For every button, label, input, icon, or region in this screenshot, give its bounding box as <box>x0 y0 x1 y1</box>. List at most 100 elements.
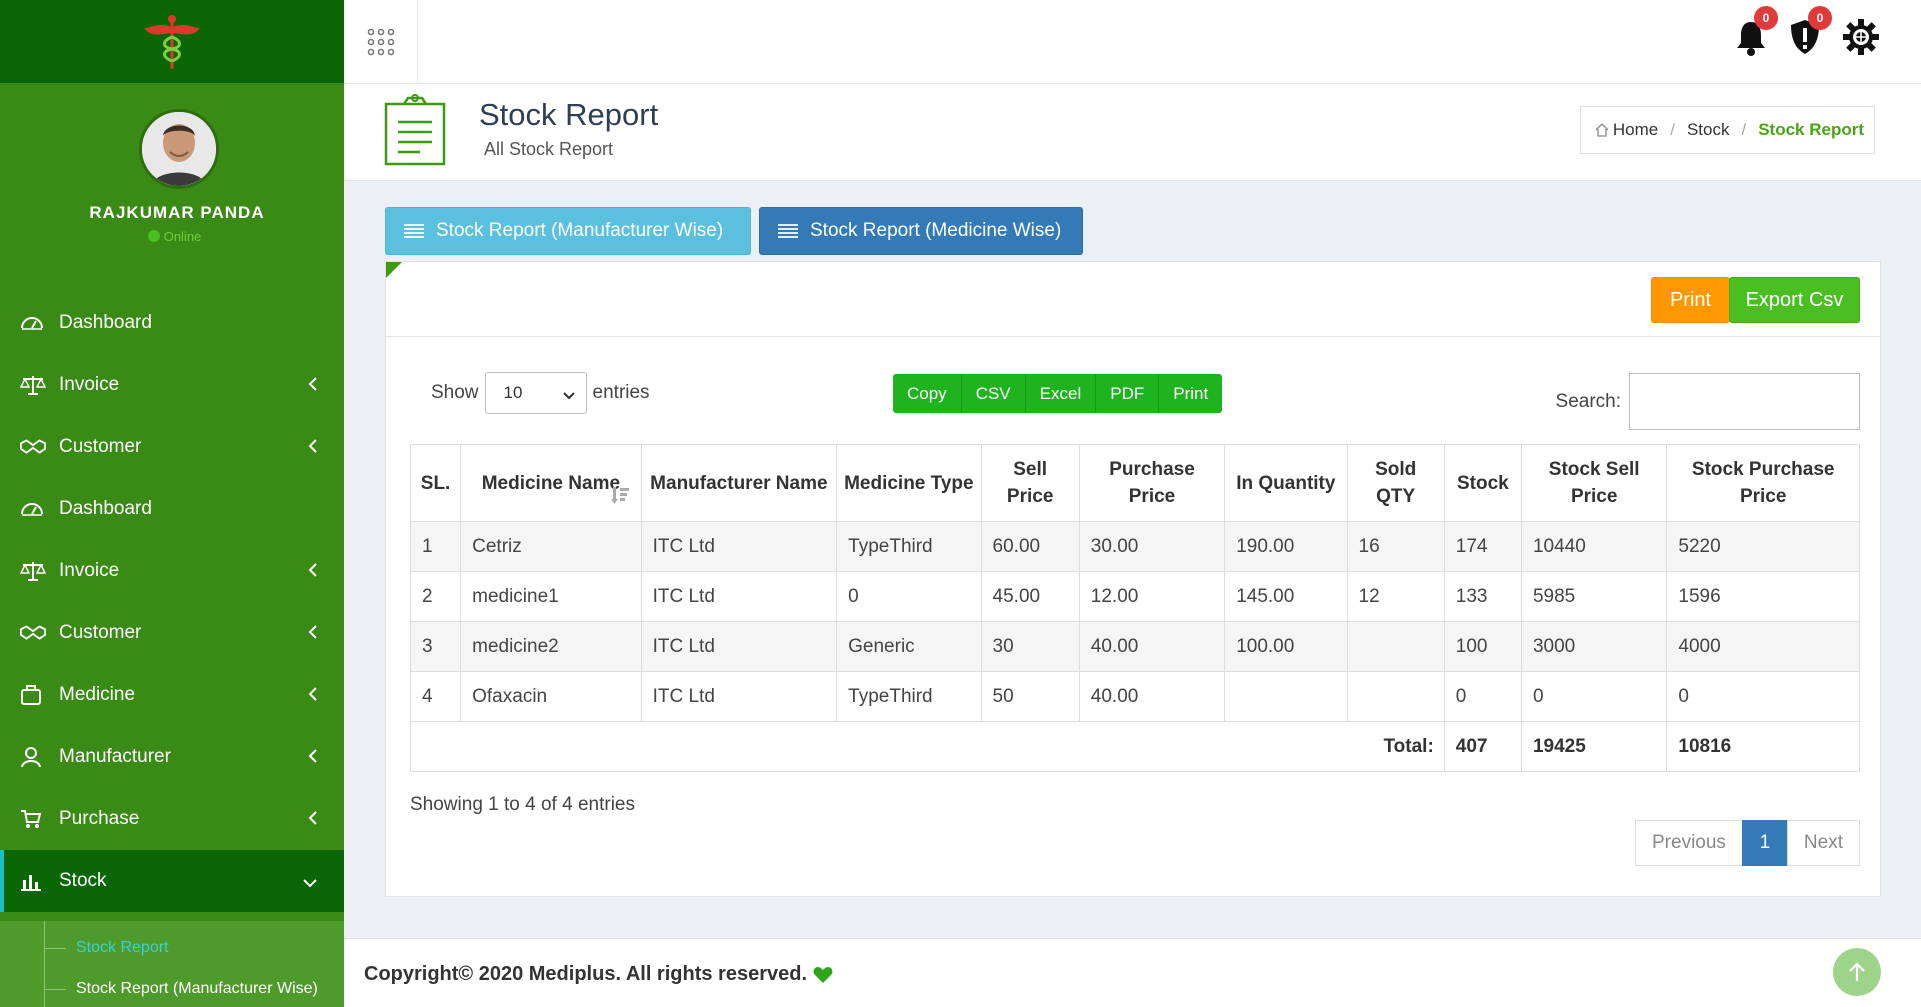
sidebar-item-manufacturer[interactable]: Manufacturer <box>0 726 344 788</box>
table-cell: 30 <box>980 621 1080 672</box>
settings-button[interactable] <box>1842 18 1880 61</box>
excel-button[interactable]: Excel <box>1025 374 1097 413</box>
table-cell: 40.00 <box>1078 671 1226 722</box>
column-header-in-quantity[interactable]: In Quantity <box>1224 444 1348 522</box>
total-stock-purchase-price: 10816 <box>1666 721 1860 772</box>
export-csv-button[interactable]: Export Csv <box>1729 277 1860 323</box>
table-cell: 5985 <box>1520 571 1668 622</box>
table-cell: 1596 <box>1666 571 1860 622</box>
chevron-left-icon <box>308 376 318 398</box>
table-cell: 190.00 <box>1224 521 1348 572</box>
scroll-to-top-button[interactable] <box>1833 948 1881 996</box>
pagination: Previous 1 Next <box>1635 820 1860 866</box>
stock-report-panel: Print Export Csv Show 10 entries Copy CS… <box>385 261 1881 897</box>
pagination-page-1[interactable]: 1 <box>1741 820 1788 866</box>
table-cell: 100 <box>1443 621 1522 672</box>
table-row: 1 Cetriz ITC Ltd TypeThird 60.00 30.00 1… <box>409 521 1860 572</box>
table-cell: 0 <box>1520 671 1668 722</box>
total-stock-sell-price: 19425 <box>1520 721 1668 772</box>
table-cell: medicine2 <box>460 621 642 672</box>
stock-table: SL. Medicine Name Manufacturer Name Medi… <box>409 444 1860 772</box>
table-cell: ITC Ltd <box>640 621 838 672</box>
search-label: Search: <box>1555 390 1621 412</box>
sidebar-item-customer-2[interactable]: Customer <box>0 602 344 664</box>
table-cell: 12 <box>1346 571 1445 622</box>
column-header-sold-qty[interactable]: Sold QTY <box>1346 444 1445 522</box>
sidebar-item-dashboard[interactable]: Dashboard <box>0 292 344 354</box>
sidebar-item-medicine[interactable]: Medicine <box>0 664 344 726</box>
breadcrumb: Home / Stock / Stock Report <box>1579 106 1875 154</box>
panel-toolbar: Print Export Csv <box>386 262 1880 337</box>
topbar: 0 0 <box>344 0 1921 84</box>
copy-button[interactable]: Copy <box>893 374 962 413</box>
copyright-text: Copyright© 2020 Mediplus. All rights res… <box>364 963 807 985</box>
apps-grid-button[interactable] <box>344 0 418 84</box>
column-header-medicine-name[interactable]: Medicine Name <box>460 444 642 522</box>
table-cell: ITC Ltd <box>640 521 838 572</box>
column-header-stock[interactable]: Stock <box>1443 444 1522 522</box>
list-icon <box>404 224 424 238</box>
home-icon <box>1595 123 1609 137</box>
column-header-stock-purchase-price[interactable]: Stock Purchase Price <box>1666 444 1860 522</box>
table-cell: Cetriz <box>460 521 642 572</box>
column-header-manufacturer-name[interactable]: Manufacturer Name <box>640 444 838 522</box>
scale-icon <box>20 560 46 582</box>
submenu-item-stock-report-manufacturer[interactable]: Stock Report (Manufacturer Wise) <box>76 980 318 997</box>
pagination-previous[interactable]: Previous <box>1635 820 1743 866</box>
shield-alert-icon <box>1791 20 1819 54</box>
table-cell: 0 <box>1443 671 1522 722</box>
chevron-down-icon <box>302 872 318 894</box>
logo[interactable] <box>0 0 344 83</box>
stock-report-medicine-wise-button[interactable]: Stock Report (Medicine Wise) <box>759 207 1083 255</box>
column-header-purchase-price[interactable]: Purchase Price <box>1078 444 1226 522</box>
stock-report-manufacturer-wise-button[interactable]: Stock Report (Manufacturer Wise) <box>385 207 751 255</box>
table-info: Showing 1 to 4 of 4 entries <box>410 794 635 815</box>
breadcrumb-stock[interactable]: Stock <box>1686 120 1730 139</box>
column-header-stock-sell-price[interactable]: Stock Sell Price <box>1520 444 1668 522</box>
user-status-label: Online <box>163 229 202 244</box>
submenu-item-stock-report[interactable]: Stock Report <box>76 939 169 956</box>
avatar[interactable] <box>139 109 219 189</box>
search-input[interactable] <box>1629 373 1860 430</box>
chevron-left-icon <box>308 438 318 460</box>
table-cell <box>1346 671 1445 722</box>
column-header-sell-price[interactable]: Sell Price <box>980 444 1080 522</box>
table-cell: 60.00 <box>980 521 1080 572</box>
breadcrumb-separator: / <box>1741 120 1747 139</box>
table-cell: 133 <box>1443 571 1522 622</box>
table-cell: 10440 <box>1520 521 1668 572</box>
csv-button[interactable]: CSV <box>961 374 1026 413</box>
table-cell: 100.00 <box>1224 621 1348 672</box>
table-print-button[interactable]: Print <box>1159 374 1223 413</box>
alerts-button[interactable]: 0 <box>1788 6 1832 61</box>
table-row: 2 medicine1 ITC Ltd 0 45.00 12.00 145.00… <box>409 571 1860 622</box>
handshake-icon <box>20 623 46 643</box>
print-button[interactable]: Print <box>1651 277 1730 323</box>
sidebar-item-purchase[interactable]: Purchase <box>0 788 344 850</box>
sidebar-item-invoice-2[interactable]: Invoice <box>0 540 344 602</box>
column-header-medicine-type[interactable]: Medicine Type <box>836 444 982 522</box>
table-cell: 4 <box>409 671 462 722</box>
user-name: RAJKUMAR PANDA <box>89 203 265 222</box>
apps-grid-icon <box>367 28 394 56</box>
table-total-row: Total: 407 19425 10816 <box>410 721 1860 772</box>
tab-label: Stock Report (Medicine Wise) <box>810 220 1062 241</box>
sidebar-item-label: Dashboard <box>59 312 152 333</box>
table-cell: TypeThird <box>836 671 982 722</box>
entries-select[interactable]: 10 <box>484 372 587 414</box>
sidebar-item-dashboard-2[interactable]: Dashboard <box>0 478 344 540</box>
table-cell: 0 <box>1666 671 1860 722</box>
page-header: Stock Report All Stock Report Home / Sto… <box>344 84 1921 181</box>
total-label: Total: <box>410 721 1445 772</box>
sidebar-item-invoice[interactable]: Invoice <box>0 354 344 416</box>
table-row: 4 Ofaxacin ITC Ltd TypeThird 50 40.00 0 … <box>409 671 1860 722</box>
notifications-button[interactable]: 0 <box>1734 6 1778 61</box>
sidebar-item-customer[interactable]: Customer <box>0 416 344 478</box>
table-cell: medicine1 <box>460 571 642 622</box>
pagination-next[interactable]: Next <box>1786 820 1860 866</box>
sidebar-item-stock[interactable]: Stock <box>0 850 344 912</box>
pdf-button[interactable]: PDF <box>1096 374 1160 413</box>
column-header-sl[interactable]: SL. <box>409 444 462 522</box>
chevron-left-icon <box>308 748 318 770</box>
breadcrumb-home[interactable]: Home <box>1612 120 1659 139</box>
